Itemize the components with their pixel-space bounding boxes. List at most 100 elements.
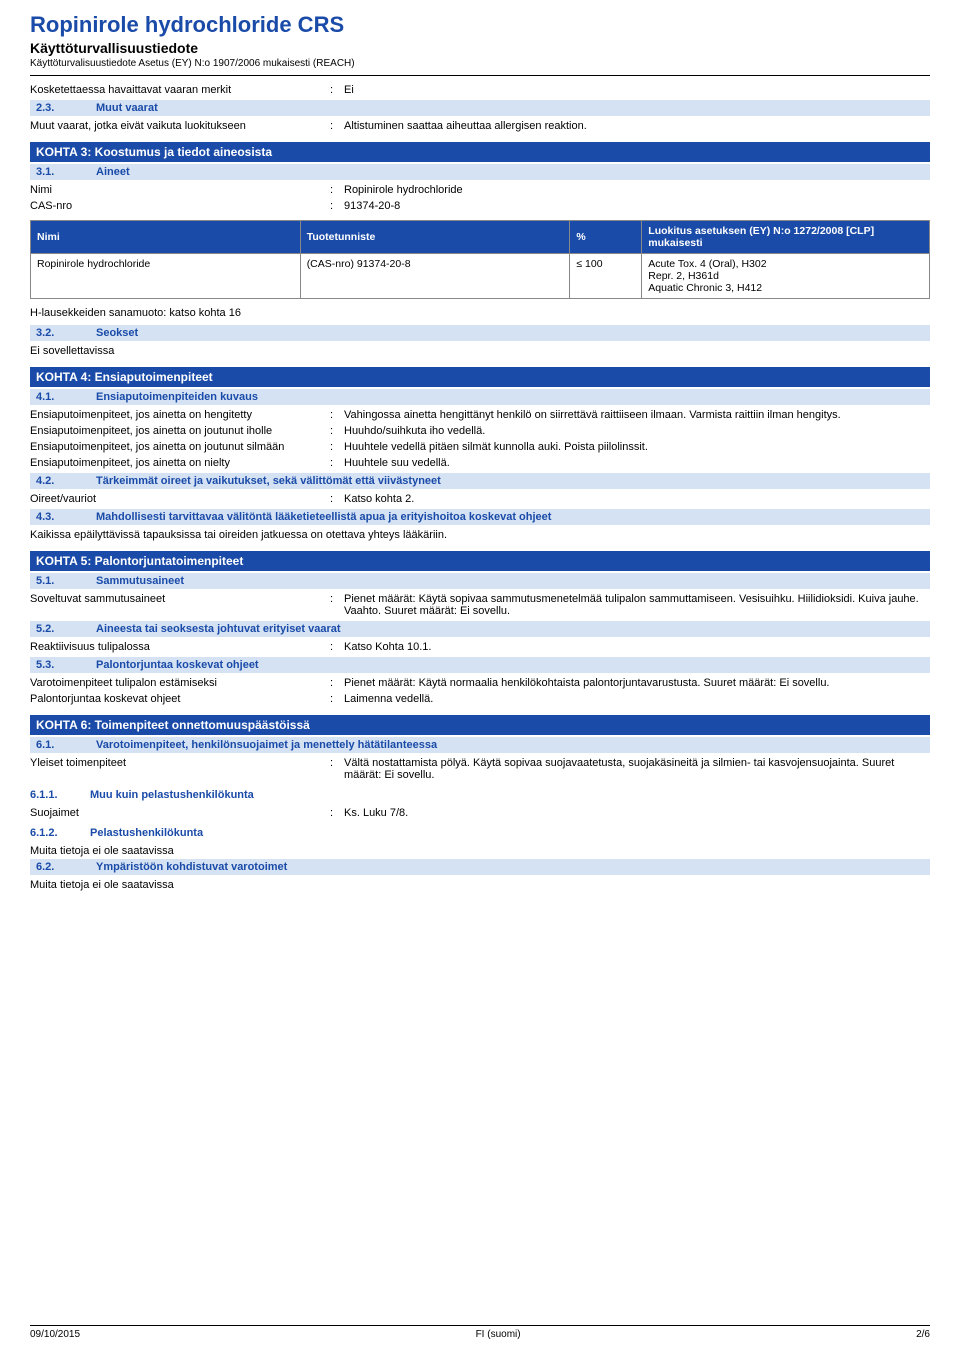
- footer-lang: FI (suomi): [476, 1329, 521, 1340]
- section-6-2-body: Muita tietoja ei ole saatavissa: [30, 879, 930, 891]
- subsection-6-1: 6.1. Varotoimenpiteet, henkilönsuojaimet…: [30, 737, 930, 753]
- doc-subtitle: Käyttöturvallisuustiedote: [30, 40, 930, 56]
- value: Katso kohta 2.: [344, 493, 930, 505]
- composition-table: NimiTuotetunniste%Luokitus asetuksen (EY…: [30, 220, 930, 299]
- page-footer: 09/10/2015 FI (suomi) 2/6: [30, 1325, 930, 1340]
- table-row: Ropinirole hydrochloride(CAS-nro) 91374-…: [31, 254, 930, 299]
- value: Katso Kohta 10.1.: [344, 641, 930, 653]
- colon: :: [330, 757, 344, 781]
- subsub-num: 6.1.2.: [30, 827, 90, 839]
- colon: :: [330, 441, 344, 453]
- label: Ensiaputoimenpiteet, jos ainetta on jout…: [30, 441, 330, 453]
- subsection-title: Aineesta tai seoksesta johtuvat erityise…: [96, 623, 341, 635]
- colon: :: [330, 677, 344, 689]
- table-cell: Ropinirole hydrochloride: [31, 254, 301, 299]
- kv-row: Nimi:Ropinirole hydrochloride: [30, 184, 930, 196]
- subsection-num: 4.1.: [36, 391, 96, 403]
- value: Huuhtele suu vedellä.: [344, 457, 930, 469]
- table-header: Luokitus asetuksen (EY) N:o 1272/2008 [C…: [642, 221, 930, 254]
- value: Vahingossa ainetta hengittänyt henkilö o…: [344, 409, 930, 421]
- subsub-num: 6.1.1.: [30, 789, 90, 801]
- kv-row: Oireet/vauriot:Katso kohta 2.: [30, 493, 930, 505]
- kv-row: Ensiaputoimenpiteet, jos ainetta on heng…: [30, 409, 930, 421]
- label: Kosketettaessa havaittavat vaaran merkit: [30, 84, 330, 96]
- table-header: Tuotetunniste: [300, 221, 570, 254]
- section-4: KOHTA 4: Ensiaputoimenpiteet: [30, 367, 930, 387]
- subsection-3-2: 3.2. Seokset: [30, 325, 930, 341]
- subsection-title: Ympäristöön kohdistuvat varotoimet: [96, 861, 287, 873]
- colon: :: [330, 693, 344, 705]
- label: Muut vaarat, jotka eivät vaikuta luokitu…: [30, 120, 330, 132]
- subsection-num: 4.3.: [36, 511, 96, 523]
- doc-regulation: Käyttöturvalisuustiedote Asetus (EY) N:o…: [30, 58, 930, 69]
- subsection-5-1: 5.1. Sammutusaineet: [30, 573, 930, 589]
- kv-row: Reaktiivisuus tulipalossa:Katso Kohta 10…: [30, 641, 930, 653]
- kv-row: Ensiaputoimenpiteet, jos ainetta on jout…: [30, 425, 930, 437]
- colon: :: [330, 457, 344, 469]
- subsection-num: 4.2.: [36, 475, 96, 487]
- label: CAS-nro: [30, 200, 330, 212]
- subsection-title: Ensiaputoimenpiteiden kuvaus: [96, 391, 258, 403]
- colon: :: [330, 425, 344, 437]
- value: Altistuminen saattaa aiheuttaa allergise…: [344, 120, 930, 132]
- value: Vältä nostattamista pölyä. Käytä sopivaa…: [344, 757, 930, 781]
- subsection-title: Aineet: [96, 166, 130, 178]
- subsection-6-2: 6.2. Ympäristöön kohdistuvat varotoimet: [30, 859, 930, 875]
- label: Nimi: [30, 184, 330, 196]
- subsection-num: 5.2.: [36, 623, 96, 635]
- value: 91374-20-8: [344, 200, 930, 212]
- kv-row: Soveltuvat sammutusaineet:Pienet määrät:…: [30, 593, 930, 617]
- label: Soveltuvat sammutusaineet: [30, 593, 330, 617]
- section-3: KOHTA 3: Koostumus ja tiedot aineosista: [30, 142, 930, 162]
- subsubsection-6-1-1: 6.1.1. Muu kuin pelastushenkilökunta: [30, 785, 930, 803]
- subsubsection-6-1-2: 6.1.2. Pelastushenkilökunta: [30, 823, 930, 841]
- label: Oireet/vauriot: [30, 493, 330, 505]
- table-header: %: [570, 221, 642, 254]
- subsection-4-1: 4.1. Ensiaputoimenpiteiden kuvaus: [30, 389, 930, 405]
- kv-row: Ensiaputoimenpiteet, jos ainetta on jout…: [30, 441, 930, 453]
- value: Laimenna vedellä.: [344, 693, 930, 705]
- h-statements-note: H-lausekkeiden sanamuoto: katso kohta 16: [30, 307, 930, 319]
- value: Ei: [344, 84, 930, 96]
- label: Reaktiivisuus tulipalossa: [30, 641, 330, 653]
- colon: :: [330, 120, 344, 132]
- kv-row: Varotoimenpiteet tulipalon estämiseksi:P…: [30, 677, 930, 689]
- subsection-4-3: 4.3. Mahdollisesti tarvittavaa välitöntä…: [30, 509, 930, 525]
- subsection-num: 5.1.: [36, 575, 96, 587]
- section-6-1-2-body: Muita tietoja ei ole saatavissa: [30, 845, 930, 857]
- table-cell: ≤ 100: [570, 254, 642, 299]
- subsection-4-2: 4.2. Tärkeimmät oireet ja vaikutukset, s…: [30, 473, 930, 489]
- colon: :: [330, 593, 344, 617]
- subsub-title: Muu kuin pelastushenkilökunta: [90, 789, 254, 801]
- subsection-2-3: 2.3. Muut vaarat: [30, 100, 930, 116]
- value: Ropinirole hydrochloride: [344, 184, 930, 196]
- subsection-num: 6.1.: [36, 739, 96, 751]
- value: Pienet määrät: Käytä normaalia henkilöko…: [344, 677, 930, 689]
- value: Huuhtele vedellä pitäen silmät kunnolla …: [344, 441, 930, 453]
- subsection-title: Tärkeimmät oireet ja vaikutukset, sekä v…: [96, 475, 441, 487]
- subsub-title: Pelastushenkilökunta: [90, 827, 203, 839]
- section-5: KOHTA 5: Palontorjuntatoimenpiteet: [30, 551, 930, 571]
- subsection-title: Sammutusaineet: [96, 575, 184, 587]
- colon: :: [330, 493, 344, 505]
- colon: :: [330, 807, 344, 819]
- label: Ensiaputoimenpiteet, jos ainetta on heng…: [30, 409, 330, 421]
- subsection-num: 3.2.: [36, 327, 96, 339]
- colon: :: [330, 184, 344, 196]
- label: Varotoimenpiteet tulipalon estämiseksi: [30, 677, 330, 689]
- colon: :: [330, 641, 344, 653]
- colon: :: [330, 200, 344, 212]
- row-touch-hazard: Kosketettaessa havaittavat vaaran merkit…: [30, 84, 930, 96]
- kv-row: Ensiaputoimenpiteet, jos ainetta on niel…: [30, 457, 930, 469]
- subsection-5-3: 5.3. Palontorjuntaa koskevat ohjeet: [30, 657, 930, 673]
- subsection-title: Varotoimenpiteet, henkilönsuojaimet ja m…: [96, 739, 437, 751]
- subsection-5-2: 5.2. Aineesta tai seoksesta johtuvat eri…: [30, 621, 930, 637]
- subsection-title: Muut vaarat: [96, 102, 158, 114]
- section-3-2-body: Ei sovellettavissa: [30, 345, 930, 357]
- section-4-3-body: Kaikissa epäilyttävissä tapauksissa tai …: [30, 529, 930, 541]
- table-header: Nimi: [31, 221, 301, 254]
- doc-title: Ropinirole hydrochloride CRS: [30, 12, 930, 38]
- subsection-3-1: 3.1. Aineet: [30, 164, 930, 180]
- kv-row: Suojaimet:Ks. Luku 7/8.: [30, 807, 930, 819]
- label: Ensiaputoimenpiteet, jos ainetta on jout…: [30, 425, 330, 437]
